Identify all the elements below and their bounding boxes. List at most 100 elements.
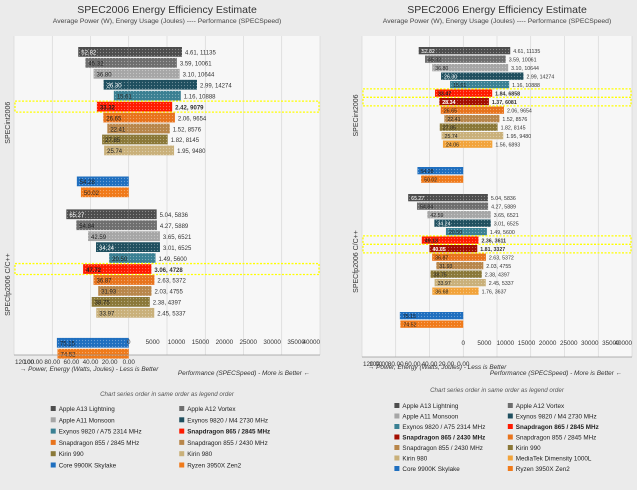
perf-tick-label: 20.00 <box>438 361 454 368</box>
legend-entry: Apple A12 Vortex <box>187 406 236 413</box>
energy-tick-label: 20000 <box>539 340 557 347</box>
chart-title: SPEC2006 Energy Efficiency Estimate <box>77 4 257 16</box>
perf-bar-texture <box>104 145 129 156</box>
perf-bar-texture <box>88 231 129 242</box>
legend-swatch <box>507 455 513 461</box>
energy-value-label: 1.56, 6893 <box>495 143 520 149</box>
perf-bar-texture <box>432 287 464 295</box>
energy-tick-label: 0 <box>461 340 465 347</box>
legend-swatch <box>394 466 400 471</box>
energy-value-label: 2.38, 4397 <box>485 273 510 279</box>
perf-bar-texture <box>96 242 129 252</box>
perf-bar-texture <box>408 194 464 202</box>
perf-bar-texture <box>427 211 464 219</box>
legend-swatch <box>50 439 56 445</box>
legend-entry: Snapdragon 855 / 2430 MHz <box>187 440 268 447</box>
legend-swatch <box>394 413 400 419</box>
perf-bar-texture <box>103 112 129 123</box>
perf-bar-texture <box>436 262 464 270</box>
energy-value-label: 3.10, 10644 <box>511 66 539 72</box>
perf-value-label: 28.34 <box>442 100 455 106</box>
perf-bar-texture <box>421 175 464 183</box>
perf-value-label: 22.41 <box>447 117 460 123</box>
legend-swatch <box>394 445 400 450</box>
legend-entry: Kirin 990 <box>59 451 84 458</box>
energy-value-label: 4.61, 11135 <box>185 51 216 57</box>
energy-bar-texture <box>128 145 175 156</box>
legend-swatch <box>50 406 56 411</box>
energy-bar-texture <box>463 115 500 123</box>
perf-bar-texture <box>107 123 129 134</box>
energy-value-label: 1.81, 3327 <box>480 247 505 253</box>
perf-bar-texture <box>78 47 129 57</box>
legend-swatch <box>179 462 185 468</box>
legend-swatch <box>179 439 185 445</box>
energy-value-label: 1.49, 5600 <box>490 230 515 236</box>
perf-bar-texture <box>425 55 464 63</box>
legend-entry: Core 9900K Skylake <box>402 466 460 473</box>
perf-value-label: 38.75 <box>95 301 111 307</box>
legend-caption: Chart series order in same order as lege… <box>430 387 565 394</box>
energy-value-label: 1.76, 3637 <box>482 290 507 296</box>
legend-entry: Snapdragon 865 / 2845 MHz <box>516 424 599 431</box>
legend-swatch <box>507 403 513 408</box>
legend-entry: Snapdragon 865 / 2430 MHz <box>402 435 485 442</box>
energy-value-label: 2.06, 9654 <box>178 116 207 122</box>
perf-value-label: 47.72 <box>86 268 102 274</box>
energy-tick-label: 30000 <box>581 340 599 347</box>
legend-swatch <box>507 434 513 440</box>
perf-bar-texture <box>66 209 129 220</box>
perf-bar-texture <box>91 297 129 307</box>
energy-tick-label: 5000 <box>477 340 492 347</box>
legend-entry: Snapdragon 855 / 2845 MHz <box>59 440 140 447</box>
group-label: SPECfp2006 C/C++ <box>5 253 12 316</box>
perf-bar-texture <box>400 320 464 328</box>
perf-bar-texture <box>441 72 464 80</box>
energy-value-label: 4.61, 11135 <box>513 49 540 55</box>
perf-bar-texture <box>76 176 129 187</box>
perf-tick-label: 40.00 <box>83 359 99 366</box>
legend-entry: Snapdragon 855 / 2430 MHz <box>402 445 483 452</box>
perf-value-label: 42.59 <box>430 213 443 219</box>
perf-value-label: 45.32 <box>88 62 104 68</box>
energy-bar-texture <box>128 297 150 307</box>
energy-bar-texture <box>463 287 479 295</box>
legend-entry: Apple A11 Monsoon <box>59 417 115 424</box>
perf-bar-texture <box>102 134 129 145</box>
chart-subtitle: Average Power (W), Energy Usage (Joules)… <box>53 18 281 25</box>
group-label: SPECint2006 <box>5 102 12 144</box>
energy-value-label: 1.52, 8576 <box>173 127 202 133</box>
legend-swatch <box>50 428 56 434</box>
energy-value-label: 2.03, 4755 <box>154 290 183 296</box>
perf-value-label: 52.82 <box>81 51 97 57</box>
energy-bar-texture <box>463 245 478 253</box>
legend-swatch <box>394 455 400 461</box>
legend-entry: Kirin 980 <box>187 451 212 458</box>
energy-bar-texture <box>463 253 486 261</box>
highlight-frame <box>362 96 632 107</box>
perf-value-label: 38.75 <box>434 273 447 279</box>
perf-bar-texture <box>113 90 129 101</box>
group-label: SPECint2006 <box>353 94 360 136</box>
energy-value-label: 1.82, 8145 <box>501 126 526 132</box>
energy-value-label: 4.27, 5889 <box>491 205 516 211</box>
legend-entry: Kirin 980 <box>402 456 427 463</box>
perf-bar-texture <box>103 79 129 90</box>
perf-tick-label: 40.00 <box>422 361 438 368</box>
legend-entry: Core 9900K Skylake <box>59 463 117 470</box>
legend-swatch <box>507 424 513 429</box>
perf-value-label: 31.93 <box>439 264 452 270</box>
legend-entry: Exynos 9820 / M4 2730 MHz <box>516 414 597 421</box>
perf-value-label: 24.06 <box>446 143 459 149</box>
perf-tick-label: 100.00 <box>369 361 389 368</box>
energy-bar-texture <box>463 47 511 55</box>
energy-bar-texture <box>128 79 197 90</box>
energy-value-label: 2.45, 5337 <box>157 312 186 318</box>
perf-value-label: 50.02 <box>424 178 437 184</box>
perf-value-label: 33.47 <box>438 92 451 98</box>
perf-tick-label: 60.00 <box>63 359 79 366</box>
legend-swatch <box>179 428 185 434</box>
energy-value-label: 2.63, 5372 <box>157 279 186 285</box>
perf-bar-texture <box>434 219 464 227</box>
perf-bar-texture <box>418 47 464 55</box>
